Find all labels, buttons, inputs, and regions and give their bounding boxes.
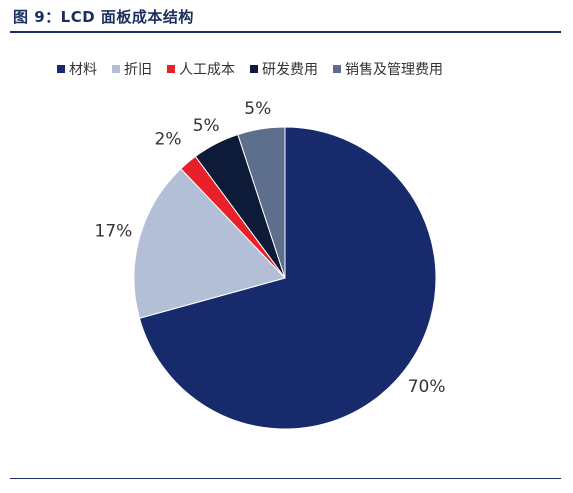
- chart-legend: 材料 折旧 人工成本 研发费用 销售及管理费用: [57, 59, 443, 79]
- legend-item: 销售及管理费用: [333, 59, 443, 79]
- legend-item: 人工成本: [167, 59, 235, 79]
- pie-labels: 70% 17% 2% 5% 5%: [95, 99, 446, 397]
- legend-item: 折旧: [112, 59, 152, 79]
- legend-swatch: [167, 65, 175, 73]
- pie-data-label: 5%: [193, 116, 220, 136]
- pie-data-label: 70%: [408, 377, 446, 397]
- legend-swatch: [112, 65, 120, 73]
- legend-label: 折旧: [124, 62, 152, 78]
- pie-data-label: 5%: [244, 99, 271, 119]
- legend-label: 销售及管理费用: [345, 62, 443, 78]
- legend-label: 人工成本: [179, 62, 235, 78]
- pie-data-label: 17%: [95, 222, 133, 242]
- pie-data-label: 2%: [155, 130, 182, 150]
- pie-slices: [133, 126, 437, 430]
- top-divider: [10, 31, 561, 33]
- legend-item: 研发费用: [250, 59, 318, 79]
- legend-swatch: [57, 65, 65, 73]
- pie-slice: [138, 126, 437, 430]
- legend-item: 材料: [57, 59, 97, 79]
- figure-title: 图 9：LCD 面板成本结构: [13, 8, 194, 26]
- legend-swatch: [333, 65, 341, 73]
- bottom-divider: [10, 478, 561, 479]
- pie-slice: [133, 168, 286, 319]
- legend-swatch: [250, 65, 258, 73]
- legend-label: 材料: [69, 62, 97, 78]
- pie-slice: [237, 126, 286, 279]
- legend-label: 研发费用: [262, 62, 318, 78]
